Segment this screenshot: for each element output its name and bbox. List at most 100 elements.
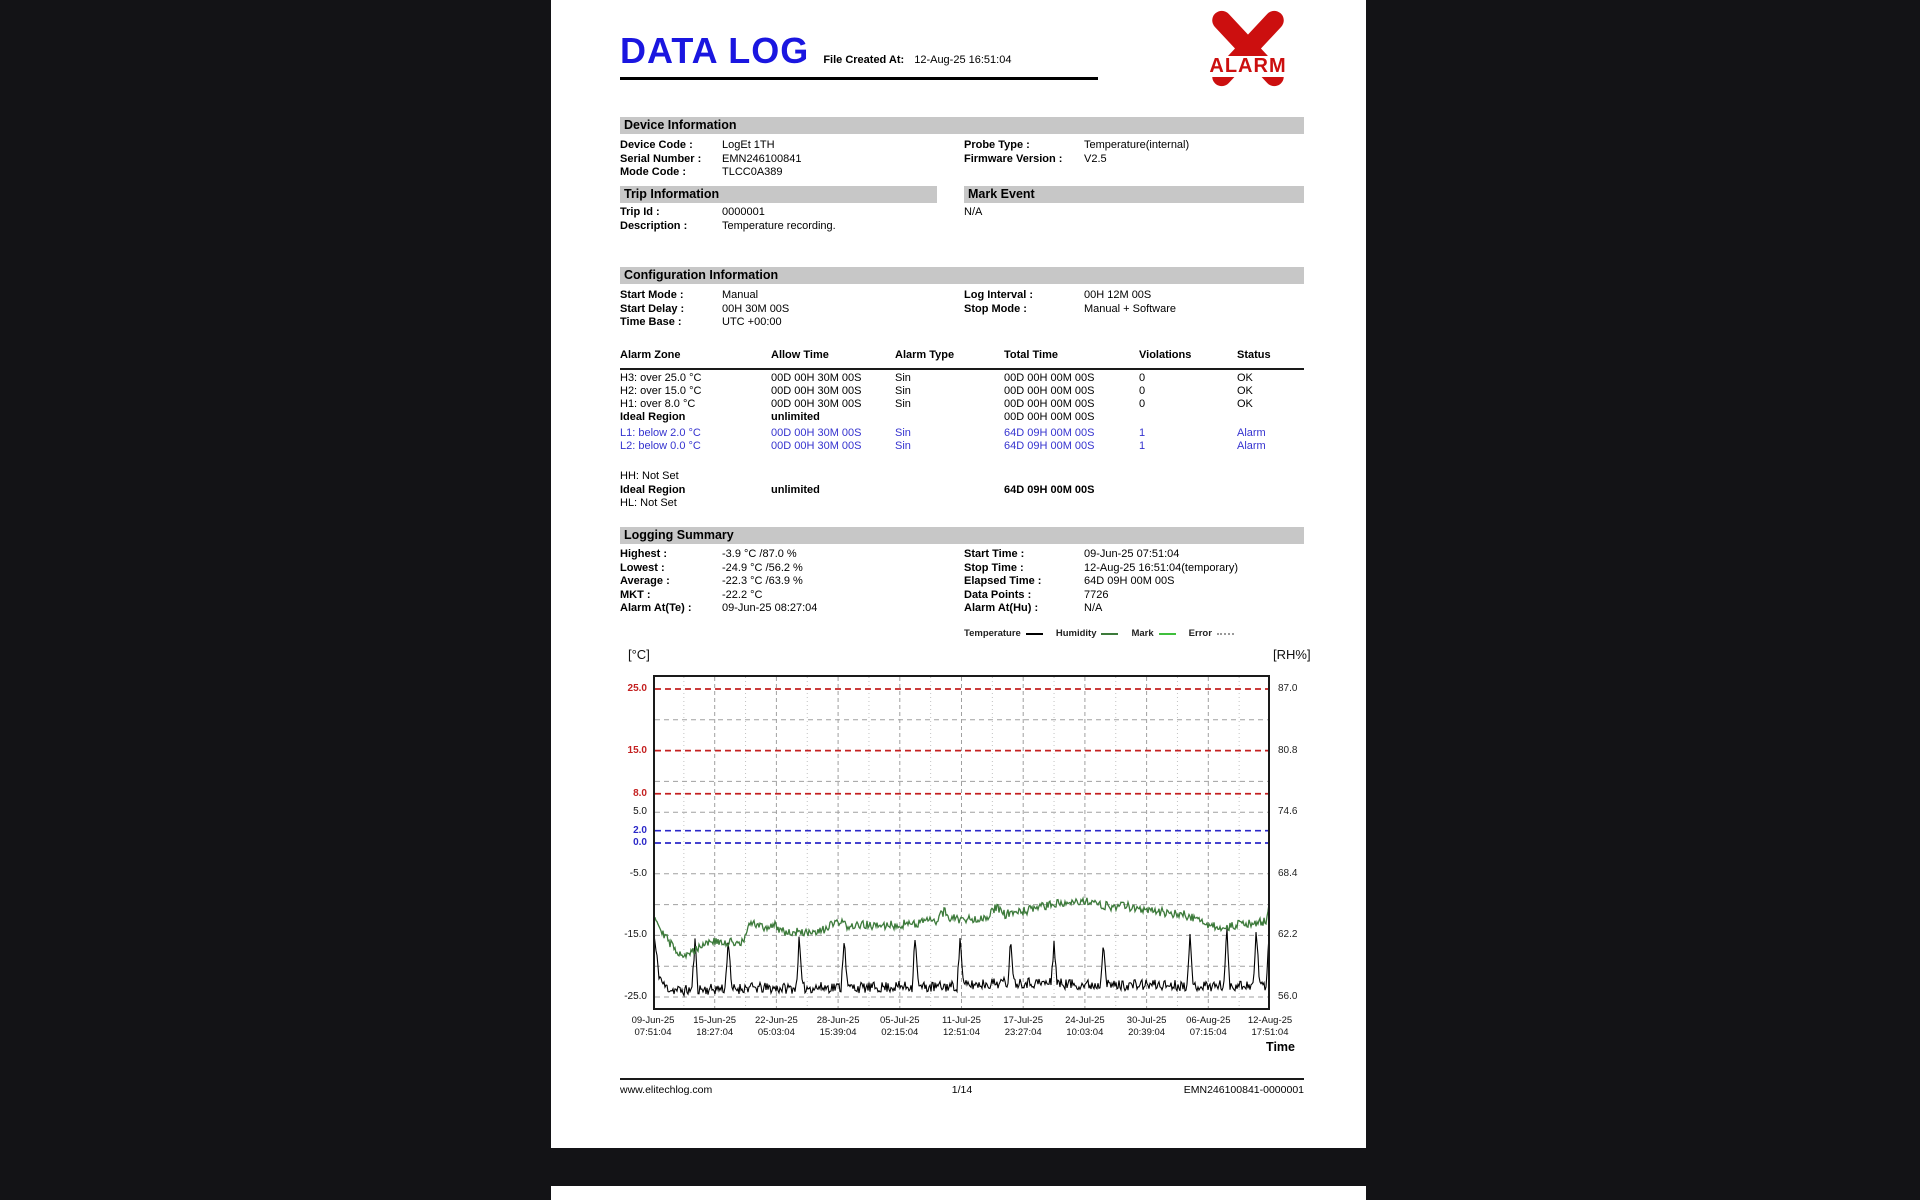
alarm-extra-cell: HL: Not Set: [620, 497, 677, 509]
alarm-table-cell: Sin: [895, 385, 911, 397]
footer-page-number: 1/14: [951, 1084, 973, 1096]
section-header-configuration: Configuration Information: [620, 267, 1304, 284]
alarm-table-cell: H1: over 8.0 °C: [620, 398, 696, 410]
footer-doc-id: EMN246100841-0000001: [1183, 1084, 1304, 1096]
file-created-label: File Created At:: [823, 54, 905, 66]
field-label: Alarm At(Te) :: [620, 602, 692, 614]
field-label: Mode Code :: [620, 166, 686, 178]
field-label: Trip Id :: [620, 206, 660, 218]
right-tick-label: 74.6: [1278, 806, 1298, 818]
chart-canvas: [652, 675, 1271, 1010]
field-value: -24.9 °C /56.2 %: [722, 561, 803, 574]
field-label: Average :: [620, 575, 670, 587]
left-tick-label: 8.0: [633, 787, 647, 799]
alarm-table-cell: Ideal Region: [620, 411, 686, 423]
field-value: LogEt 1TH: [722, 139, 775, 151]
legend-line-swatch: [1158, 632, 1176, 635]
left-axis-ticks: 25.0 15.0 8.0 5.0 2.0 0.0 -5.0 -15.0 -25.0: [551, 675, 647, 1010]
alarm-table-cell: OK: [1237, 385, 1253, 397]
pdf-page: DATA LOG File Created At: 12-Aug-25 16:5…: [551, 0, 1366, 1148]
alarm-table-cell: 0: [1139, 385, 1146, 397]
field-label: MKT :: [620, 588, 651, 601]
field-value: EMN246100841: [722, 152, 802, 165]
section-header-device: Device Information: [620, 117, 1304, 134]
table-header-rule: [620, 368, 1304, 370]
alarm-table-cell: Sin: [895, 398, 911, 410]
field-value: Manual + Software: [1084, 302, 1177, 315]
field-label: Device Code :: [620, 139, 693, 151]
x-tick-label: 15-Jun-25 18:27:04: [693, 1015, 737, 1038]
column-header: Alarm Type: [895, 349, 955, 361]
field-value: TLCC0A389: [722, 166, 783, 178]
alarm-table-cell: 64D 09H 00M 00S: [1004, 427, 1095, 439]
field-label: Log Interval :: [964, 289, 1034, 301]
field-value: V2.5: [1084, 152, 1107, 165]
alarm-table-cell: 00D 00H 00M 00S: [1004, 411, 1095, 423]
field-value: -3.9 °C /87.0 %: [722, 548, 797, 560]
alarm-table-cell: 00D 00H 00M 00S: [1004, 398, 1095, 410]
alarm-table-cell: OK: [1237, 372, 1253, 384]
alarm-table-cell: unlimited: [771, 411, 820, 423]
field-value: 0000001: [722, 206, 765, 218]
alarm-table-cell: H2: over 15.0 °C: [620, 385, 702, 397]
alarm-table-cell: 1: [1139, 440, 1146, 452]
field-value: -22.2 °C: [722, 588, 763, 601]
x-tick-label: 09-Jun-25 07:51:04: [631, 1015, 675, 1038]
field-label: Highest :: [620, 548, 668, 560]
column-header: Violations: [1139, 349, 1192, 361]
field-label: Start Time :: [964, 548, 1025, 560]
left-tick-label: 0.0: [633, 837, 647, 848]
x-tick-label: 11-Jul-25 12:51:04: [942, 1015, 981, 1038]
legend-line-swatch: [1216, 632, 1234, 635]
alarm-table-cell: Sin: [895, 440, 911, 452]
right-tick-label: 87.0: [1278, 683, 1298, 694]
field-value: Temperature(internal): [1084, 139, 1190, 151]
chart-plot-area: [652, 675, 1271, 1010]
field-label: Elapsed Time :: [964, 575, 1042, 587]
series-temperature: [652, 925, 1271, 998]
field-value: 12-Aug-25 16:51:04(temporary): [1084, 561, 1239, 574]
chart-legend: Temperature Humidity Mark Error: [964, 628, 1234, 639]
field-label: Serial Number :: [620, 152, 702, 165]
alarm-table-cell: 0: [1139, 398, 1146, 410]
left-tick-label: 25.0: [627, 683, 647, 694]
alarm-table-cell: 0: [1139, 372, 1146, 384]
legend-label: Temperature: [964, 628, 1021, 639]
alarm-extra-cell: 64D 09H 00M 00S: [1004, 483, 1095, 496]
field-label: Stop Mode :: [964, 302, 1027, 315]
x-tick-label: 17-Jul-25 23:27:04: [1003, 1015, 1043, 1038]
alarm-extra-cell: unlimited: [771, 483, 820, 496]
x-tick-label: 12-Aug-25 17:51:04: [1247, 1015, 1293, 1038]
logo-text-band: ALARM: [1202, 55, 1294, 77]
alarm-table-cell: Sin: [895, 427, 911, 439]
left-tick-label: -15.0: [624, 929, 647, 941]
field-label: Description :: [620, 219, 688, 232]
field-value: Manual: [722, 289, 759, 301]
field-value: 7726: [1084, 588, 1109, 601]
field-label: Firmware Version :: [964, 152, 1063, 165]
field-value: 64D 09H 00M 00S: [1084, 575, 1175, 587]
alarm-table-cell: 00D 00H 30M 00S: [771, 398, 862, 410]
legend-item-temperature: Temperature: [964, 628, 1043, 639]
alarm-table-cell: Sin: [895, 372, 911, 384]
page-title: DATA LOG: [620, 30, 810, 71]
field-value: UTC +00:00: [722, 316, 782, 328]
column-header: Status: [1237, 349, 1271, 361]
alarm-logo-icon: ALARM: [1202, 6, 1294, 91]
column-header: Total Time: [1004, 349, 1058, 361]
field-value: 09-Jun-25 08:27:04: [722, 602, 818, 614]
alarm-table-cell: 00D 00H 00M 00S: [1004, 372, 1095, 384]
field-value: -22.3 °C /63.9 %: [722, 575, 803, 587]
legend-line-swatch: [1101, 632, 1119, 635]
alarm-table-cell: 00D 00H 30M 00S: [771, 440, 862, 452]
field-label: Stop Time :: [964, 561, 1024, 574]
right-tick-label: 56.0: [1278, 991, 1298, 1002]
alarm-extra-cell: Ideal Region: [620, 483, 686, 496]
x-axis-ticks: 09-Jun-25 07:51:04 15-Jun-25 18:27:04 22-Jun…: [551, 1015, 1366, 1041]
left-tick-label: 5.0: [633, 806, 647, 818]
next-page-edge: [551, 1186, 1366, 1200]
x-axis-title: Time: [1266, 1040, 1295, 1054]
legend-line-swatch: [1025, 632, 1043, 635]
alarm-table-cell: L1: below 2.0 °C: [620, 427, 701, 439]
x-tick-label: 30-Jul-25 20:39:04: [1126, 1015, 1167, 1038]
